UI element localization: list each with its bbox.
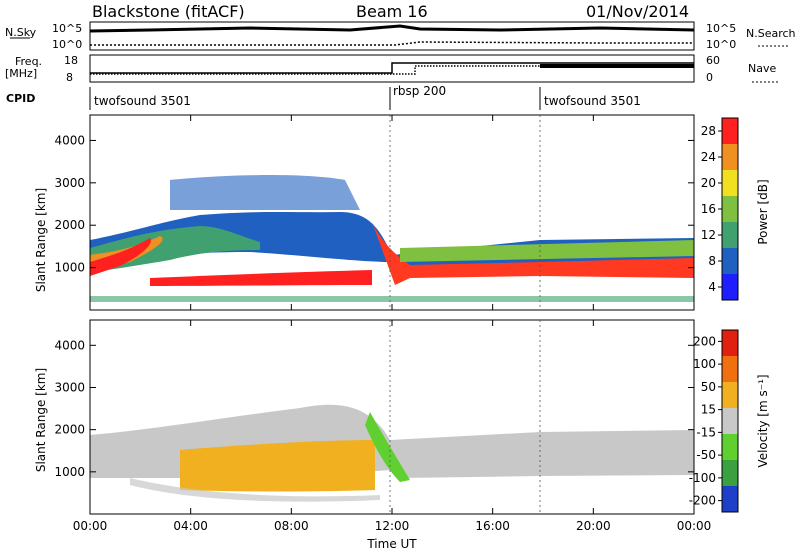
velocity-band-orange — [180, 440, 375, 492]
axes-layer: 1000 2000 3000 4000 1000 2000 3000 4000 00:00 04:… — [54, 115, 711, 533]
x-axis-label: Time UT — [366, 537, 417, 551]
velocity-panel — [89, 319, 695, 515]
velocity-colorbar-tick-label: -100 — [689, 471, 716, 485]
velocity-ytick-label: 4000 — [54, 338, 85, 352]
cpid-segment-1: twofsound 3501 — [94, 94, 191, 108]
date-label: 01/Nov/2014 — [586, 2, 689, 21]
nsky-tick-bottom: 10^0 — [52, 38, 82, 51]
power-colorbar-tick-label: 16 — [701, 202, 716, 216]
radar-title: Blackstone (fitACF) — [92, 2, 245, 21]
nave-dense-band — [540, 64, 694, 68]
velocity-colorbar-swatch — [722, 330, 738, 357]
velocity-ytick-label: 2000 — [54, 423, 85, 437]
power-ytick-label: 4000 — [54, 133, 85, 147]
cpid-segment-3: twofsound 3501 — [544, 94, 641, 108]
power-colorbar-swatch — [722, 118, 738, 145]
nave-trace — [90, 65, 694, 75]
power-upper-arc — [170, 175, 360, 210]
nsky-tick-top: 10^5 — [52, 22, 82, 35]
velocity-xtick-label: 16:00 — [475, 519, 510, 533]
power-band-scatter — [90, 212, 694, 275]
cpid-label: CPID — [6, 92, 35, 105]
freq-tick-bottom: 8 — [66, 71, 73, 84]
beam-label: Beam 16 — [356, 2, 428, 21]
velocity-colorbar-tick-label: -15 — [696, 425, 716, 439]
power-band-red-right — [372, 222, 694, 285]
velocity-ylabel: Slant Range [km] — [34, 368, 48, 472]
nsearch-trace — [90, 41, 694, 46]
power-colorbar-label: Power [dB] — [756, 179, 770, 244]
power-colorbar-tick-label: 28 — [701, 124, 716, 138]
power-band-red-left — [90, 238, 151, 276]
freq-trace — [90, 62, 694, 74]
velocity-colorbar-swatch — [722, 382, 738, 409]
nsearch-tick-bottom: 10^0 — [706, 38, 736, 51]
velocity-xtick-label: 12:00 — [375, 519, 410, 533]
velocity-band-green — [365, 412, 410, 482]
velocity-colorbar-tick-label: 200 — [693, 334, 716, 348]
power-colorbar-swatch — [722, 170, 738, 197]
nsky-trace — [89, 24, 695, 33]
power-ytick-label: 3000 — [54, 176, 85, 190]
power-band-red-core — [150, 270, 372, 286]
velocity-colorbar-frame — [721, 329, 739, 513]
nsearch-tick-top: 10^5 — [706, 22, 736, 35]
velocity-colorbar-tick-label: -200 — [689, 494, 716, 508]
freq-strip-frame — [89, 54, 695, 83]
velocity-ytick-label: 1000 — [54, 465, 85, 479]
power-panel — [89, 114, 695, 311]
velocity-colorbar-swatch — [722, 408, 738, 435]
freq-label: Freq. — [15, 55, 42, 68]
velocity-colorbar-tick-label: 50 — [701, 380, 716, 394]
power-ylabel: Slant Range [km] — [34, 188, 48, 292]
power-band-green-right — [400, 240, 694, 262]
power-ytick-label: 2000 — [54, 218, 85, 232]
velocity-colorbar-swatch — [722, 460, 738, 487]
nsearch-label: N.Search — [746, 27, 796, 40]
nave-tick-bottom: 0 — [706, 71, 713, 84]
velocity-colorbar-tick-label: 100 — [693, 357, 716, 371]
velocity-xtick-label: 00:00 — [73, 519, 108, 533]
power-colorbar-tick-label: 20 — [701, 176, 716, 190]
nave-label: Nave — [748, 62, 776, 75]
power-ytick-label: 1000 — [54, 261, 85, 275]
power-colorbar-swatch — [722, 274, 738, 301]
velocity-xtick-label: 00:00 — [677, 519, 712, 533]
power-colorbar-tick-label: 24 — [701, 150, 716, 164]
power-colorbar-swatch — [722, 144, 738, 171]
freq-unit: [MHz] — [5, 67, 37, 80]
cpid-segment-2: rbsp 200 — [393, 84, 446, 98]
velocity-xtick-label: 08:00 — [274, 519, 309, 533]
velocity-colorbar-label: Velocity [m s⁻¹] — [756, 374, 770, 467]
velocity-colorbar-swatch — [722, 434, 738, 461]
power-data-layer — [90, 175, 694, 302]
velocity-colorbar-swatch — [722, 486, 738, 513]
power-colorbar-swatch — [722, 248, 738, 275]
power-colorbar-tick-label: 4 — [708, 280, 716, 294]
power-near-range — [90, 296, 694, 302]
power-colorbar-swatch — [722, 222, 738, 249]
power-colorbar-tick-label: 12 — [701, 228, 716, 242]
velocity-xtick-label: 04:00 — [173, 519, 208, 533]
velocity-ytick-label: 3000 — [54, 380, 85, 394]
velocity-colorbar-tick-label: 15 — [701, 403, 716, 417]
velocity-colorbar-swatch — [722, 356, 738, 383]
power-colorbar: 4 8 12 16 20 24 28 — [701, 117, 739, 301]
velocity-colorbar-tick-label: -50 — [696, 448, 716, 462]
nsky-strip-frame — [89, 21, 695, 51]
velocity-colorbar: 200 100 50 15 -15 -50 -100 -200 — [689, 329, 739, 513]
power-colorbar-swatch — [722, 196, 738, 223]
power-colorbar-tick-label: 8 — [708, 254, 716, 268]
nave-tick-top: 60 — [706, 54, 720, 67]
velocity-xtick-label: 20:00 — [576, 519, 611, 533]
freq-tick-top: 18 — [64, 54, 78, 67]
velocity-band-lower — [130, 478, 380, 502]
nsky-label: N.Sky — [5, 26, 37, 39]
